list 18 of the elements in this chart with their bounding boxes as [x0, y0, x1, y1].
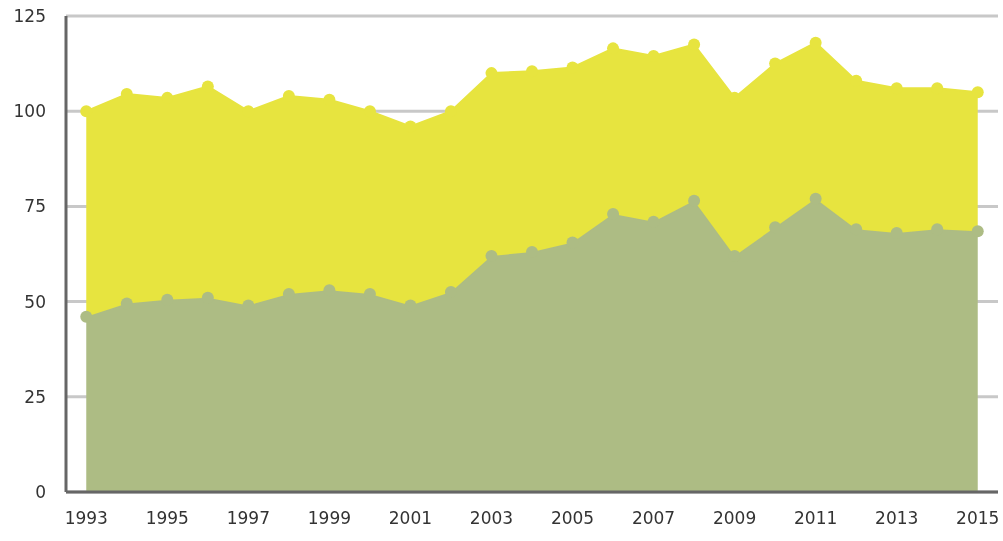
y-tick-label: 0: [35, 482, 46, 503]
x-tick-label: 1999: [307, 508, 352, 529]
x-tick-label: 2009: [712, 508, 757, 529]
x-tick-label: 2007: [631, 508, 676, 529]
x-tick-label: 2011: [794, 508, 838, 529]
x-tick-label: 2003: [469, 508, 514, 529]
x-tick-label: 2015: [956, 508, 1000, 529]
x-tick-label: 2005: [550, 508, 595, 529]
y-tick-label: 125: [13, 6, 46, 27]
y-tick-label: 25: [24, 386, 46, 407]
x-tick-label: 2013: [875, 508, 919, 529]
y-tick-label: 50: [24, 291, 46, 312]
x-tick-label: 1993: [64, 508, 108, 529]
x-tick-label: 1997: [226, 508, 270, 529]
x-tick-label: 2001: [388, 508, 433, 529]
x-tick-label: 1995: [145, 508, 189, 529]
y-tick-label: 75: [24, 196, 46, 217]
y-tick-label: 100: [13, 101, 46, 122]
